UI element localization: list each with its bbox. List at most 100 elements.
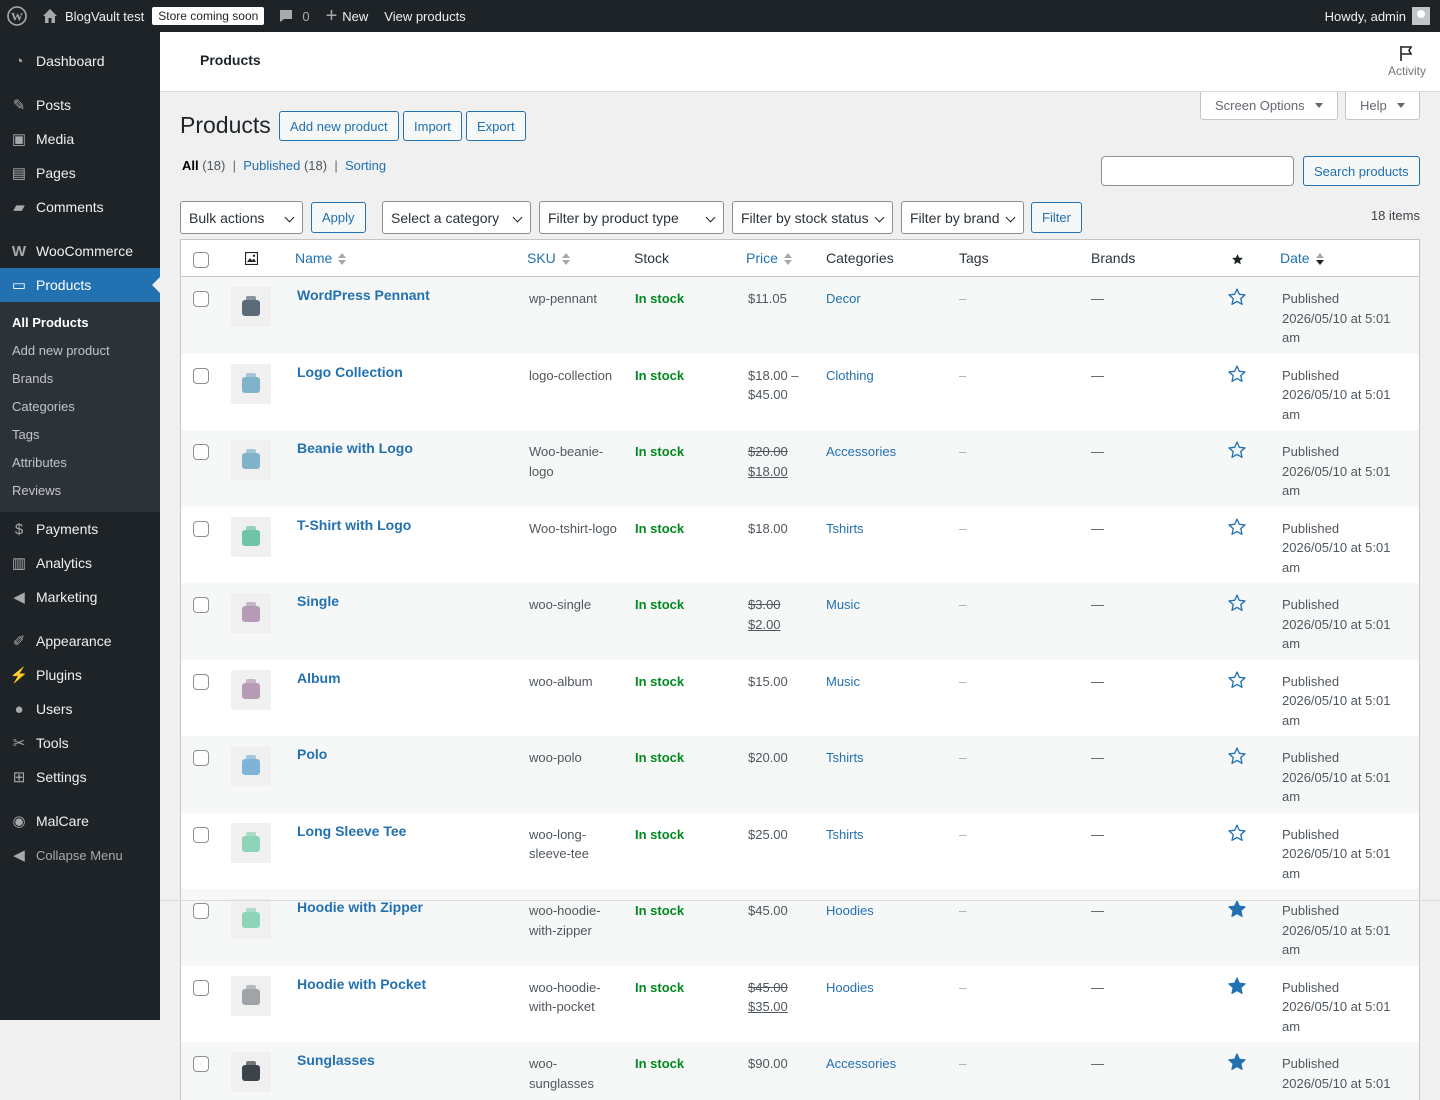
row-checkbox[interactable]	[193, 826, 209, 843]
product-thumbnail[interactable]	[231, 1052, 271, 1092]
featured-star-outline-icon[interactable]	[1227, 440, 1247, 460]
sidebar-item-analytics[interactable]: ▥ Analytics	[0, 546, 160, 580]
product-category-link[interactable]: Music	[826, 673, 860, 689]
product-category-link[interactable]: Tshirts	[826, 750, 864, 765]
add-new-product-button[interactable]: Add new product	[279, 111, 399, 141]
product-name-link[interactable]: Album	[297, 669, 341, 686]
product-thumbnail[interactable]	[231, 669, 271, 710]
apply-button[interactable]: Apply	[311, 202, 366, 233]
product-thumbnail[interactable]	[231, 363, 271, 404]
product-name-link[interactable]: Hoodie with Zipper	[297, 899, 423, 915]
view-sorting-link[interactable]: Sorting	[344, 158, 387, 173]
featured-star-outline-icon[interactable]	[1227, 746, 1247, 766]
row-checkbox[interactable]	[193, 750, 209, 766]
row-checkbox[interactable]	[193, 291, 209, 307]
sidebar-item-appearance[interactable]: ✐ Appearance	[0, 624, 160, 658]
product-name-link[interactable]: Beanie with Logo	[297, 440, 413, 456]
featured-star-filled-icon[interactable]	[1227, 899, 1247, 919]
user-account-menu[interactable]: Howdy, admin	[1325, 7, 1440, 25]
sidebar-item-plugins[interactable]: ⚡ Plugins	[0, 658, 160, 692]
featured-star-outline-icon[interactable]	[1227, 287, 1247, 307]
product-category-link[interactable]: Music	[826, 597, 860, 612]
product-category-link[interactable]: Accessories	[826, 444, 897, 459]
row-checkbox[interactable]	[193, 520, 209, 537]
search-products-button[interactable]: Search products	[1303, 156, 1420, 186]
column-price-header[interactable]: Price	[746, 250, 792, 266]
product-name-link[interactable]: Polo	[297, 746, 328, 762]
row-checkbox[interactable]	[193, 367, 209, 384]
product-name-link[interactable]: T-Shirt with Logo	[297, 516, 412, 533]
product-category-link[interactable]: Tshirts	[826, 520, 864, 536]
submenu-attributes[interactable]: Attributes	[12, 455, 67, 470]
submenu-reviews[interactable]: Reviews	[12, 483, 62, 498]
sidebar-item-users[interactable]: ● Users	[0, 692, 160, 726]
column-sku-header[interactable]: SKU	[527, 250, 570, 266]
collapse-menu-button[interactable]: ◀ Collapse Menu	[0, 838, 160, 872]
row-checkbox[interactable]	[193, 444, 209, 460]
sidebar-item-payments[interactable]: $ Payments	[0, 512, 160, 546]
product-name-link[interactable]: Logo Collection	[297, 363, 403, 380]
store-coming-soon-badge[interactable]: Store coming soon	[152, 7, 265, 25]
product-category-link[interactable]: Clothing	[826, 367, 874, 383]
row-checkbox[interactable]	[193, 1056, 209, 1072]
sidebar-item-woocommerce[interactable]: W WooCommerce	[0, 234, 160, 268]
view-all-link[interactable]: All	[182, 158, 199, 173]
product-thumbnail[interactable]	[231, 287, 271, 327]
product-thumbnail[interactable]	[231, 440, 271, 480]
bulk-actions-select[interactable]: Bulk actions	[180, 201, 303, 234]
comments-link[interactable]: 0	[270, 0, 317, 32]
sidebar-item-products[interactable]: ▭ Products	[0, 268, 160, 302]
activity-panel-button[interactable]: Activity	[1386, 44, 1428, 78]
sidebar-item-malcare[interactable]: ◉ MalCare	[0, 804, 160, 838]
product-type-filter-select[interactable]: Filter by product type	[539, 201, 724, 234]
featured-star-icon[interactable]	[1231, 253, 1244, 266]
new-content-link[interactable]: + New	[318, 0, 377, 32]
row-checkbox[interactable]	[193, 597, 209, 613]
product-name-link[interactable]: Single	[297, 593, 340, 609]
sidebar-item-settings[interactable]: ⊞ Settings	[0, 760, 160, 794]
featured-star-outline-icon[interactable]	[1227, 593, 1247, 613]
submenu-add-new-product[interactable]: Add new product	[12, 343, 110, 358]
sidebar-item-posts[interactable]: ✎ Posts	[0, 88, 160, 122]
featured-star-outline-icon[interactable]	[1227, 517, 1247, 537]
submenu-tags[interactable]: Tags	[12, 427, 40, 442]
featured-star-filled-icon[interactable]	[1227, 1052, 1247, 1072]
submenu-all-products[interactable]: All Products	[12, 315, 89, 330]
featured-star-outline-icon[interactable]	[1227, 670, 1247, 690]
product-name-link[interactable]: Hoodie with Pocket	[297, 975, 427, 992]
category-filter-select[interactable]: Select a category	[382, 201, 531, 234]
search-products-input[interactable]	[1101, 156, 1294, 186]
view-products-link[interactable]: View products	[376, 0, 473, 32]
export-button[interactable]: Export	[466, 111, 526, 141]
product-name-link[interactable]: Sunglasses	[297, 1052, 375, 1068]
filter-button[interactable]: Filter	[1031, 202, 1082, 233]
brand-filter-select[interactable]: Filter by brand	[901, 201, 1024, 234]
submenu-brands[interactable]: Brands	[12, 371, 54, 386]
screen-options-button[interactable]: Screen Options	[1200, 92, 1338, 120]
row-checkbox[interactable]	[193, 979, 209, 996]
featured-star-filled-icon[interactable]	[1227, 976, 1247, 996]
product-thumbnail[interactable]	[231, 746, 271, 786]
sidebar-item-pages[interactable]: ▤ Pages	[0, 156, 160, 190]
product-thumbnail[interactable]	[231, 822, 271, 863]
product-category-link[interactable]: Hoodies	[826, 979, 874, 995]
product-thumbnail[interactable]	[231, 899, 271, 939]
select-all-checkbox[interactable]	[193, 252, 209, 268]
product-thumbnail[interactable]	[231, 593, 271, 633]
submenu-categories[interactable]: Categories	[12, 399, 75, 414]
sidebar-item-comments[interactable]: ▰ Comments	[0, 190, 160, 224]
sidebar-item-dashboard[interactable]: ◔ Dashboard	[0, 44, 160, 78]
sidebar-item-marketing[interactable]: ◀ Marketing	[0, 580, 160, 614]
product-thumbnail[interactable]	[231, 975, 271, 1016]
product-category-link[interactable]: Decor	[826, 291, 861, 306]
product-category-link[interactable]: Hoodies	[826, 903, 874, 918]
featured-star-outline-icon[interactable]	[1227, 823, 1247, 843]
row-checkbox[interactable]	[193, 673, 209, 690]
help-button[interactable]: Help	[1345, 92, 1420, 120]
import-button[interactable]: Import	[403, 111, 462, 141]
product-name-link[interactable]: WordPress Pennant	[297, 287, 430, 303]
wordpress-logo-icon[interactable]: W	[0, 0, 34, 32]
featured-star-outline-icon[interactable]	[1227, 364, 1247, 384]
sidebar-item-tools[interactable]: ✂ Tools	[0, 726, 160, 760]
site-name-link[interactable]: BlogVault test	[34, 0, 152, 32]
